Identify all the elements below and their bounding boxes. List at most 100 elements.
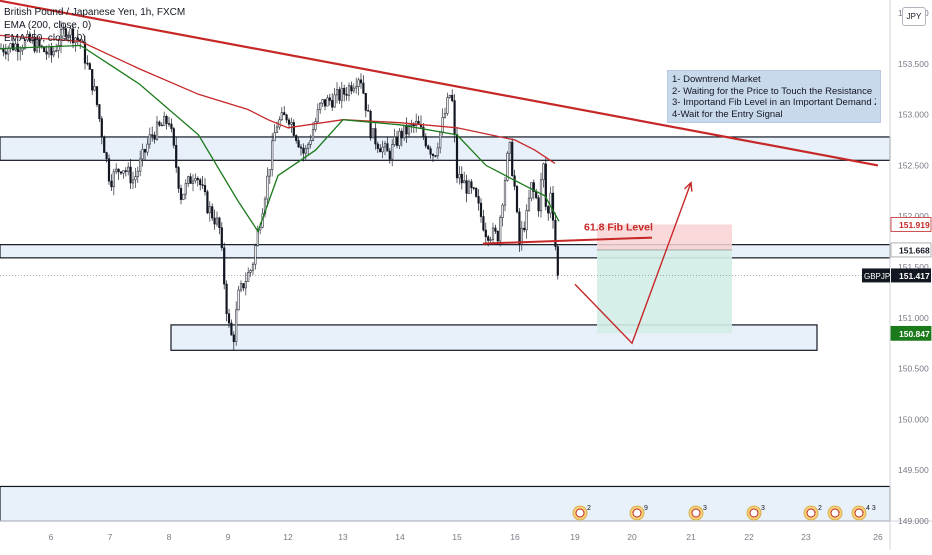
candle-down bbox=[472, 187, 475, 189]
candle-down bbox=[201, 184, 204, 186]
candle-up bbox=[148, 134, 151, 145]
candle-down bbox=[544, 163, 547, 207]
candle-up bbox=[381, 146, 384, 153]
candle-down bbox=[470, 181, 473, 189]
candle-down bbox=[465, 180, 468, 194]
x-tick-label: 6 bbox=[49, 532, 54, 542]
candle-up bbox=[489, 239, 492, 241]
candle-down bbox=[460, 173, 463, 184]
candle-up bbox=[441, 116, 444, 133]
candle-down bbox=[110, 180, 113, 188]
projection-arrowhead bbox=[684, 181, 693, 192]
event-count: 9 bbox=[644, 505, 648, 512]
candle-down bbox=[196, 178, 199, 181]
candle-down bbox=[453, 100, 456, 135]
candle-up bbox=[235, 309, 238, 343]
candle-up bbox=[208, 206, 211, 214]
candle-down bbox=[283, 112, 286, 116]
x-tick-label: 15 bbox=[452, 532, 462, 542]
y-tick-label: 153.500 bbox=[898, 59, 929, 69]
y-tick-label: 151.500 bbox=[898, 262, 929, 272]
candle-up bbox=[57, 44, 60, 51]
events-layer: 2 9 3 3 2 4 3 bbox=[572, 505, 876, 521]
event-count: 3 bbox=[761, 505, 765, 512]
candle-up bbox=[67, 34, 70, 37]
candle-up bbox=[146, 143, 149, 153]
candle-up bbox=[458, 173, 461, 179]
candle-down bbox=[98, 104, 101, 120]
legend-ema200[interactable]: EMA (200, close, 0) bbox=[4, 20, 92, 31]
trade-notes[interactable]: 1- Downtrend Market 2- Waiting for the P… bbox=[667, 70, 881, 123]
candle-down bbox=[287, 119, 291, 125]
candle-down bbox=[551, 192, 555, 221]
candle-up bbox=[508, 141, 511, 154]
candle-up bbox=[506, 152, 509, 181]
candle-down bbox=[211, 206, 214, 219]
candle-down bbox=[64, 28, 67, 37]
candle-up bbox=[254, 245, 257, 265]
candle-up bbox=[273, 132, 276, 142]
candle-down bbox=[107, 158, 111, 182]
candle-down bbox=[556, 246, 559, 276]
demand-zone bbox=[0, 244, 891, 259]
candle-up bbox=[237, 289, 240, 311]
candle-up bbox=[410, 124, 413, 126]
candle-up bbox=[316, 109, 319, 123]
candle-down bbox=[345, 93, 348, 96]
event-flag-inner bbox=[830, 508, 840, 518]
candle-down bbox=[482, 216, 485, 231]
stop-loss-box bbox=[597, 224, 732, 250]
candle-up bbox=[23, 39, 27, 49]
candle-up bbox=[307, 144, 310, 149]
x-tick-label: 14 bbox=[395, 532, 405, 542]
position-layer bbox=[597, 224, 732, 334]
candle-down bbox=[364, 92, 367, 111]
price-tag-label: 151.668 bbox=[899, 245, 930, 255]
candle-up bbox=[357, 79, 360, 87]
candle-down bbox=[160, 124, 163, 127]
symbol-tag-box bbox=[862, 268, 890, 283]
candle-up bbox=[184, 183, 187, 195]
candle-down bbox=[299, 146, 303, 149]
candle-up bbox=[321, 99, 324, 104]
event-flag-inner bbox=[854, 508, 864, 518]
candle-up bbox=[539, 179, 543, 212]
candle-down bbox=[535, 191, 538, 199]
demand-zone bbox=[170, 324, 818, 351]
candle-down bbox=[302, 147, 305, 154]
price-tag-box bbox=[890, 217, 932, 232]
candle-up bbox=[263, 198, 267, 215]
candle-down bbox=[395, 136, 399, 146]
candle-down bbox=[179, 188, 183, 200]
candle-down bbox=[172, 128, 175, 146]
candle-down bbox=[86, 62, 89, 65]
candle-down bbox=[477, 196, 480, 204]
legend-ema50[interactable]: EMA (50, close, 0) bbox=[4, 33, 86, 44]
candle-down bbox=[475, 188, 478, 197]
event-count: 2 bbox=[587, 505, 591, 512]
candle-up bbox=[35, 39, 39, 52]
price-tag-box bbox=[890, 242, 932, 258]
candle-down bbox=[242, 283, 245, 289]
candle-up bbox=[163, 116, 166, 126]
candle-up bbox=[249, 269, 252, 273]
candle-up bbox=[136, 170, 139, 177]
candle-up bbox=[215, 217, 219, 225]
candle-up bbox=[340, 87, 343, 101]
candle-up bbox=[52, 50, 55, 56]
candle-down bbox=[11, 43, 15, 51]
candle-down bbox=[170, 123, 173, 129]
x-tick-label: 20 bbox=[627, 532, 637, 542]
candle-down bbox=[400, 130, 403, 139]
currency-badge[interactable]: JPY bbox=[902, 7, 926, 26]
candle-down bbox=[484, 229, 487, 238]
candle-down bbox=[479, 202, 483, 217]
candle-down bbox=[213, 217, 216, 225]
candle-down bbox=[547, 206, 550, 214]
candle-up bbox=[290, 122, 293, 125]
candle-down bbox=[427, 145, 430, 150]
candle-down bbox=[119, 171, 123, 174]
candle-down bbox=[412, 124, 415, 127]
candle-up bbox=[7, 47, 10, 55]
